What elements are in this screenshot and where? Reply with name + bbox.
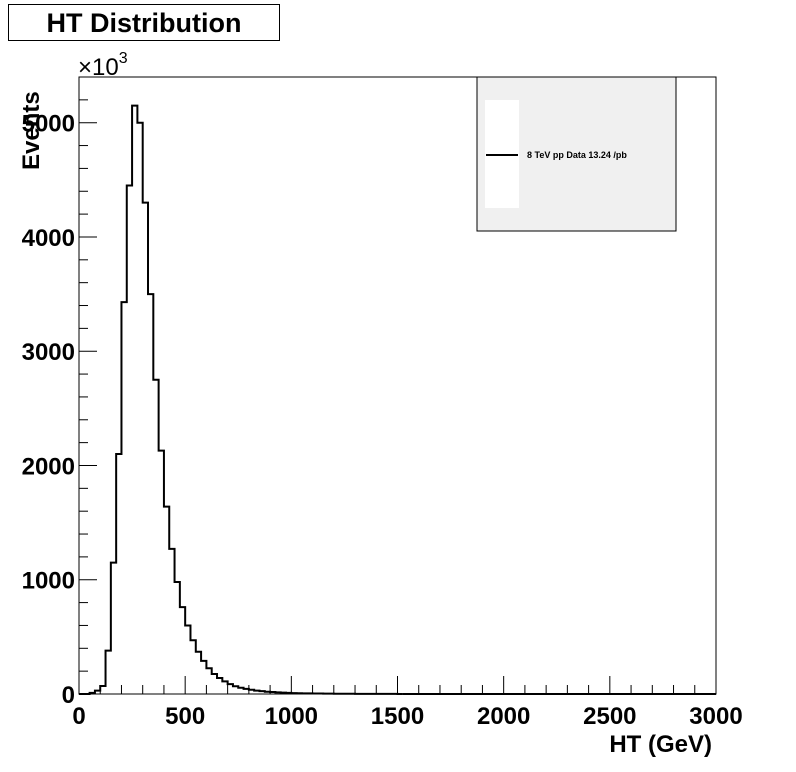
chart-title: HT Distribution: [8, 4, 280, 41]
y-multiplier-base: ×10: [78, 54, 119, 81]
y-tick-label: 4000: [22, 225, 75, 252]
x-tick-label: 1000: [265, 703, 318, 730]
x-tick-label: 1500: [371, 703, 424, 730]
y-tick-label: 3000: [22, 339, 75, 366]
x-tick-label: 0: [72, 703, 85, 730]
y-axis-label: Events: [18, 91, 45, 170]
y-tick-label: 5000: [22, 111, 75, 138]
x-tick-label: 3000: [689, 703, 742, 730]
y-tick-label: 2000: [22, 453, 75, 480]
legend-entry-label: 8 TeV pp Data 13.24 /pb: [527, 150, 627, 160]
x-tick-label: 2000: [477, 703, 530, 730]
y-tick-label: 1000: [22, 568, 75, 595]
y-tick-label: 0: [62, 682, 75, 709]
x-tick-label: 2500: [583, 703, 636, 730]
y-multiplier: ×103: [78, 50, 128, 81]
y-multiplier-exp: 3: [119, 50, 128, 67]
histogram-line: [79, 104, 403, 695]
histogram-series: [79, 104, 716, 695]
legend: 8 TeV pp Data 13.24 /pb: [476, 76, 677, 232]
x-tick-label: 500: [165, 703, 205, 730]
axis-ticks: 0 500 1000 1500 2000 2500 3000 0 1000 2000 3000 400…: [22, 76, 743, 730]
x-axis-label: HT (GeV): [609, 731, 712, 758]
